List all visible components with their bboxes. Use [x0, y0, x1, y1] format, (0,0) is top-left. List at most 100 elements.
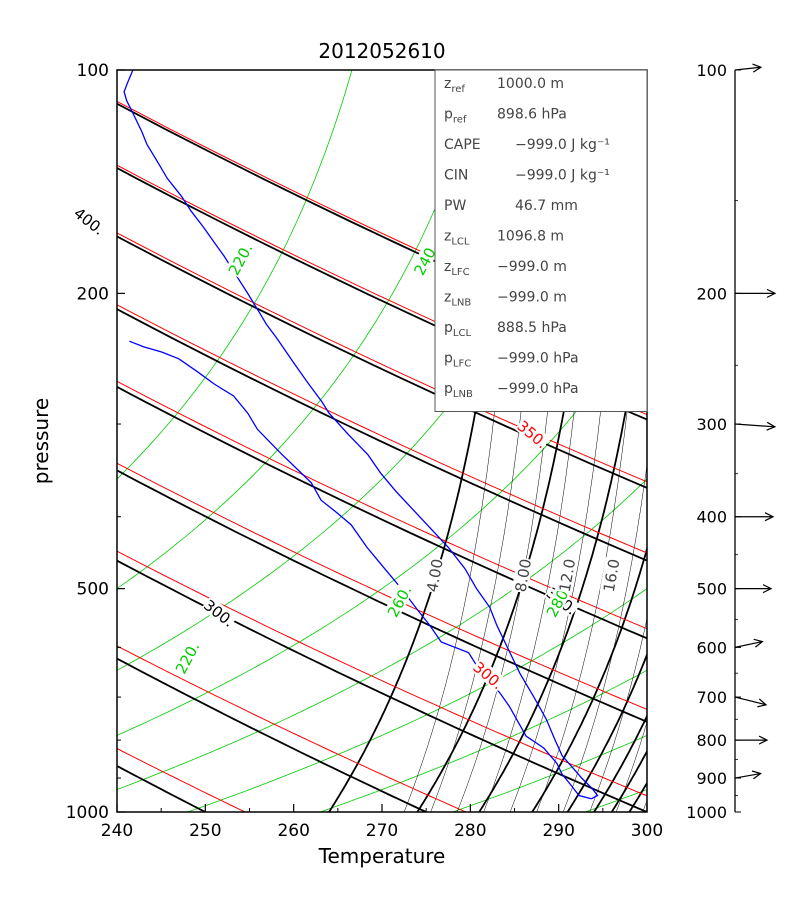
wind-tick-label: 900 [696, 769, 727, 788]
mixing-ratio-line [615, 721, 647, 812]
y-tick-label: 200 [77, 284, 109, 304]
x-tick-label: 280 [454, 821, 486, 841]
theta-e-line [117, 550, 647, 797]
info-box-name: zLFC [444, 259, 470, 278]
theta-line [117, 469, 647, 723]
wind-arrow-head [762, 584, 773, 594]
theta-line [117, 167, 647, 421]
wind-tick-label: 100 [696, 61, 727, 80]
x-axis-label: Temperature [318, 844, 446, 868]
info-box-name: pLNB [444, 381, 473, 400]
info-box-name: zref [444, 76, 465, 95]
mixing-ratio-label-bg [599, 557, 622, 594]
info-box-value: −999.0 J kg⁻¹ [515, 137, 610, 153]
theta-line [117, 657, 427, 812]
x-tick-label: 300 [631, 821, 663, 841]
wind-arrow-head [766, 421, 777, 431]
moist-adiabat-label-bg [171, 638, 202, 677]
moist-adiabat-line [117, 70, 485, 590]
mixing-ratio-label: 8.00 [512, 557, 536, 593]
info-box-value: 898.6 hPa [497, 107, 567, 123]
theta-e-line [117, 747, 246, 812]
wind-arrow-head [766, 288, 777, 298]
mixing-ratio-label: 4.00 [423, 557, 447, 593]
wind-arrow [734, 772, 761, 779]
x-tick-label: 290 [542, 821, 574, 841]
wind-tick-label: 300 [696, 415, 727, 434]
info-box-name: CAPE [444, 137, 481, 153]
info-box-name-subscript: LFC [453, 359, 471, 370]
wind-arrow [734, 640, 763, 648]
info-box-frame [434, 69, 648, 412]
theta-e-line [117, 380, 647, 630]
info-box-name-subscript: LFC [451, 267, 469, 278]
wind-tick-label: 1000 [686, 803, 727, 822]
theta-line [117, 385, 647, 640]
y-axis-label: pressure [29, 398, 53, 484]
info-box-name: pref [444, 107, 467, 126]
theta-line [117, 235, 647, 489]
info-box-name-main: CAPE [444, 137, 481, 153]
moist-adiabat-line [117, 70, 353, 480]
moist-adiabat-label-bg [410, 240, 441, 278]
wind-arrow [734, 66, 761, 71]
theta-label-bg [201, 595, 238, 630]
wind-tick-label: 800 [696, 731, 727, 750]
info-box-name-subscript: LCL [451, 237, 470, 248]
saturated-adiabat-line [566, 652, 647, 812]
mixing-ratio-label: 16.0 [600, 557, 624, 593]
wind-tick-label: 700 [696, 688, 727, 707]
x-tick-label: 250 [189, 821, 221, 841]
info-box-name-main: z [444, 259, 451, 275]
theta-e-line [117, 164, 647, 416]
wind-arrow [734, 423, 775, 428]
info-box-name: PW [444, 198, 466, 214]
saturated-adiabat-line [646, 810, 647, 812]
wind-arrow-head [752, 63, 763, 73]
wind-tick-label: 600 [696, 638, 727, 657]
theta-e-line [117, 462, 647, 711]
y-tick-label: 100 [77, 61, 109, 81]
moist-adiabat-line [117, 478, 647, 790]
wind-arrow-head [757, 698, 768, 708]
info-box-name-main: CIN [444, 168, 468, 184]
y-tick-label: 1000 [66, 803, 109, 823]
x-tick-label: 260 [277, 821, 309, 841]
info-box-value: −999.0 hPa [497, 351, 579, 367]
info-box-name: pLCL [444, 320, 471, 339]
info-box-name-main: PW [444, 198, 466, 214]
info-box-name-main: z [444, 76, 451, 92]
wind-tick-label: 200 [696, 284, 727, 303]
dewpoint-profile-line [129, 340, 592, 800]
info-box-name: CIN [444, 168, 468, 184]
info-box-name-subscript: LNB [453, 389, 473, 400]
info-box-name: zLNB [444, 290, 471, 309]
info-box-name-subscript: LNB [451, 298, 471, 309]
info-box-name-subscript: ref [451, 84, 465, 95]
theta-line [117, 308, 647, 562]
info-box-value: −999.0 m [497, 290, 567, 306]
wind-arrow [734, 696, 767, 706]
plot-area [117, 70, 647, 812]
info-box-name-subscript: ref [453, 115, 467, 126]
wind-profile-panel: 100 200 300 400 500 600 700 800 900 1000 [686, 61, 777, 822]
theta-label: 300. [200, 596, 237, 631]
mixing-ratio-label-bg [511, 557, 534, 594]
moist-adiabat-line [452, 734, 647, 812]
theta-e-line [117, 645, 467, 812]
wind-arrow-head [764, 512, 775, 522]
info-box-name-main: p [444, 320, 453, 336]
axes: 240 250 260 270 280 290 300 100 200 500 1000 [66, 61, 663, 841]
info-box-name-main: p [444, 107, 453, 123]
info-box-name-main: p [444, 351, 453, 367]
info-box-name: pLFC [444, 351, 471, 370]
info-box-value: −999.0 hPa [497, 381, 579, 397]
mixing-ratio-label-bg [555, 557, 578, 594]
y-tick-label: 500 [77, 580, 109, 600]
theta-e-label-bg [514, 416, 551, 451]
wind-arrow-head [753, 638, 764, 648]
info-box-name-main: z [444, 290, 451, 306]
wind-arrow-head [751, 770, 762, 780]
